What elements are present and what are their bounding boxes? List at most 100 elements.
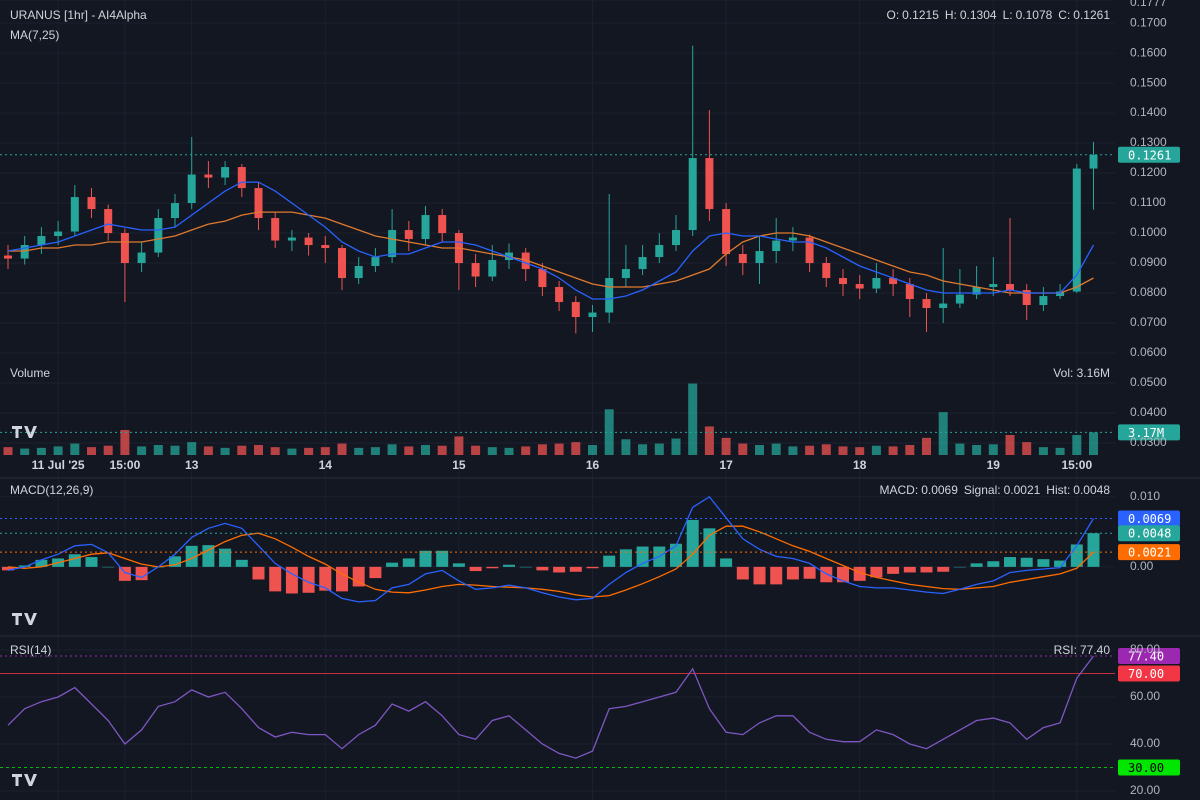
x-tick-label: 17	[719, 458, 733, 472]
candle-body	[621, 269, 630, 279]
candle-body	[1089, 154, 1098, 169]
volume-bar	[1089, 432, 1098, 455]
candle-body	[488, 260, 497, 277]
macd-hist-bar	[503, 564, 515, 567]
value-tag-label: 0.0048	[1128, 527, 1171, 541]
macd-hist-bar	[336, 566, 348, 592]
volume-bar	[838, 446, 848, 455]
y-tick-label: 0.1400	[1130, 105, 1167, 119]
candle-body	[822, 263, 831, 279]
x-tick-label: 16	[586, 458, 600, 472]
macd-hist-bar	[1054, 560, 1067, 567]
candle-body	[104, 209, 113, 234]
logo-mark	[12, 774, 37, 786]
rsi-value: 77.40	[1080, 643, 1110, 657]
candle-body	[237, 167, 246, 189]
volume-bar	[805, 445, 815, 455]
volume-bar	[922, 437, 931, 455]
volume-bar	[137, 446, 147, 455]
y-tick-label: 0.0300	[1130, 435, 1167, 449]
candle-body	[54, 231, 63, 237]
volume-bar	[471, 445, 481, 455]
volume-bar	[187, 442, 197, 455]
ohlc-key: C:	[1058, 8, 1070, 22]
macd-hist-bar	[686, 519, 699, 567]
value-tag-label: 70.00	[1128, 667, 1164, 681]
candle-body	[404, 230, 413, 240]
candle-body	[922, 299, 931, 309]
volume-bar	[638, 444, 648, 455]
x-tick-label: 15:00	[110, 458, 141, 472]
macd-hist-bar	[519, 566, 532, 568]
macd-hist-bar	[803, 566, 816, 579]
y-tick-label: 80.00	[1130, 642, 1160, 656]
value-tag	[1118, 424, 1180, 441]
macd-key: Hist:	[1046, 483, 1070, 497]
macd-hist-bar	[1004, 557, 1016, 567]
volume-bar	[437, 445, 447, 455]
volume-bar	[454, 436, 464, 455]
candle-body	[672, 230, 680, 246]
ohlc-key: L:	[1003, 8, 1013, 22]
volume-bar	[87, 447, 96, 455]
candle-body	[120, 233, 129, 264]
logo-mark	[12, 613, 37, 625]
volume-bar	[237, 445, 247, 455]
value-tag	[1118, 525, 1180, 542]
volume-bar	[671, 438, 681, 455]
macd-hist-bar	[436, 550, 449, 567]
candle-body	[171, 203, 179, 219]
volume-bar	[504, 447, 514, 455]
volume-bar	[70, 443, 80, 455]
volume-bar	[654, 443, 664, 455]
candle-body	[321, 245, 330, 249]
volume-bar	[1022, 442, 1032, 455]
volume-bar	[3, 447, 13, 455]
volume-bar	[571, 442, 581, 455]
macd-hist-bar	[419, 550, 432, 567]
macd-value: 0.0069	[921, 483, 958, 497]
volume-bar	[270, 447, 280, 455]
value-tag-label: 77.40	[1128, 650, 1164, 664]
macd-value: 0.0021	[1004, 483, 1041, 497]
candle-body	[521, 252, 530, 270]
volume-bar	[153, 445, 163, 455]
volume-bar	[621, 439, 631, 455]
volume-bar	[588, 445, 597, 455]
volume-bar	[487, 447, 497, 455]
volume-bar	[688, 383, 698, 455]
value-tag-label: 0.0021	[1128, 546, 1171, 560]
macd-hist-bar	[18, 565, 31, 567]
ohlc-value: 0.1078	[1016, 8, 1053, 22]
macd-hist-bar	[68, 554, 81, 567]
macd-hist-bar	[269, 566, 282, 592]
x-tick-label: 15:00	[1061, 458, 1092, 472]
value-tag	[1118, 544, 1180, 561]
volume-label: Volume	[10, 366, 50, 380]
macd-hist-bar	[870, 566, 883, 578]
candle-body	[588, 312, 597, 318]
candle-body	[655, 245, 664, 258]
macd-hist-bar	[285, 566, 298, 594]
value-tag-label: 0.0069	[1128, 512, 1171, 526]
x-tick-label: 18	[853, 458, 867, 472]
macd-hist-bar	[452, 563, 465, 567]
ohlc-value: 0.1215	[902, 8, 939, 22]
candle-body	[37, 236, 46, 246]
y-tick-label: 0.1300	[1130, 135, 1167, 149]
macd-hist-bar	[569, 566, 582, 572]
x-tick-label: 15	[452, 458, 466, 472]
macd-hist-bar	[169, 556, 181, 567]
macd-hist-bar	[369, 566, 382, 579]
x-tick-label: 11 Jul '25	[32, 458, 85, 472]
macd-hist-bar	[786, 566, 799, 580]
value-tag	[1118, 759, 1180, 776]
value-tag-label: 0.1261	[1128, 148, 1171, 162]
signal-line	[7, 525, 1094, 598]
x-tick-label: 13	[185, 458, 199, 472]
macd-hist-bar	[1020, 557, 1033, 567]
macd-line	[7, 495, 1095, 603]
y-tick-label: 0.0800	[1130, 285, 1167, 299]
